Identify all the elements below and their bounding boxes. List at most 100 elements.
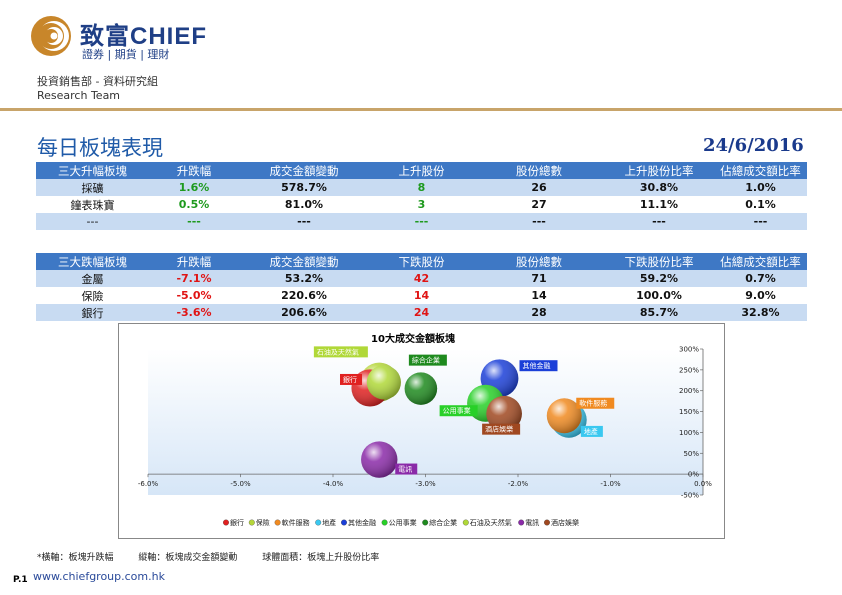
legend-swatch <box>462 519 469 526</box>
total-count-cell: 26 <box>474 179 604 196</box>
change-cell: -5.0% <box>176 289 212 302</box>
bubble-label: 其他金融 <box>523 361 551 370</box>
bubble-label: 電訊 <box>398 465 412 474</box>
up-count-cell: 8 <box>369 179 474 196</box>
turnover-change-cell: 206.6% <box>239 304 369 321</box>
column-header: 下跌股份 <box>369 253 474 270</box>
bubble-highlight <box>546 398 582 434</box>
change-cell: -3.6% <box>149 304 239 321</box>
sector-cell: 鐘表珠寶 <box>70 198 115 212</box>
website-link[interactable]: www.chiefgroup.com.hk <box>33 570 165 583</box>
y-tick-label: -50% <box>681 492 699 500</box>
bubble-label: 石油及天然氣 <box>317 347 359 356</box>
page-title: 每日板塊表現 <box>37 136 163 160</box>
total-count-cell: --- <box>474 213 604 230</box>
bubble-label-box <box>408 354 447 366</box>
chart-title: 10大成交金額板塊 <box>371 332 455 345</box>
change-cell: -7.1% <box>149 270 239 287</box>
change-cell: --- <box>149 213 239 230</box>
sector-cell: 銀行 <box>36 304 149 321</box>
sector-cell: 金屬 <box>36 270 149 287</box>
bubble-label: 酒店娛樂 <box>485 425 513 434</box>
bubble-label-box <box>439 405 478 417</box>
footnote-y-axis: 縱軸：板塊成交金額變動 <box>138 553 238 563</box>
sector-bubble-chart: 10大成交金額板塊 -6.0% -5.0% -4.0% -3.0% -2.0% -1.0%… <box>138 332 712 527</box>
x-tick-label: -5.0% <box>230 480 251 488</box>
turnover-share-cell: --- <box>714 213 807 230</box>
legend-label: 軟件服務 <box>282 518 310 527</box>
bubble-highlight <box>486 395 522 432</box>
bubble-label-box <box>340 373 362 385</box>
down-count-cell: 24 <box>369 304 474 321</box>
chart-legend: 銀行 保險 軟件服務 地產 其他金融 公用事業 綜合企業 石油及天然氣 電訊 酒店娛樂 <box>223 518 579 527</box>
down-count-cell: 42 <box>369 270 474 287</box>
top-gainers-table: 三大升幅板塊 升跌幅 成交金額變動 上升股份 股份總數 上升股份比率 佔總成交額… <box>36 162 807 230</box>
column-header: 三大升幅板塊 <box>36 162 149 179</box>
sector-cell: --- <box>36 213 149 230</box>
table-row: 金屬 -7.1% 53.2% 42 71 59.2% 0.7% <box>36 270 807 287</box>
column-header: 佔總成交額比率 <box>714 253 807 270</box>
legend-label: 電訊 <box>525 518 539 527</box>
x-tick-label: 0.0% <box>694 480 712 488</box>
legend-swatch <box>381 519 388 526</box>
footnote-bubble: 球體面積：板塊上升股份比率 <box>262 553 380 563</box>
team-label: Research Team <box>37 89 121 102</box>
turnover-share-cell: 0.1% <box>745 198 776 211</box>
legend-label: 綜合企業 <box>429 518 457 527</box>
sector-cell: 保險 <box>81 289 104 303</box>
legend-label: 石油及天然氣 <box>470 518 512 527</box>
bubble-label: 公用事業 <box>443 406 471 415</box>
y-tick-label: 0% <box>688 471 699 479</box>
down-count-cell: 14 <box>413 289 430 302</box>
bubble-label: 綜合企業 <box>412 356 440 365</box>
top-losers-table: 三大跌幅板塊 升跌幅 成交金額變動 下跌股份 股份總數 下跌股份比率 佔總成交額… <box>36 253 807 321</box>
x-tick-label: -2.0% <box>508 480 529 488</box>
x-tick-label: -6.0% <box>138 480 159 488</box>
column-header: 成交金額變動 <box>239 253 369 270</box>
header-divider <box>0 108 842 111</box>
bubble-highlight <box>361 441 398 478</box>
up-ratio-cell: --- <box>604 213 714 230</box>
turnover-share-cell: 32.8% <box>714 304 807 321</box>
table-row: 保險 -5.0% 220.6% 14 14 100.0% 9.0% <box>36 287 807 304</box>
legend-swatch <box>248 519 255 526</box>
bubble-label-box <box>313 346 368 358</box>
column-header: 股份總數 <box>474 253 604 270</box>
y-tick-label: 150% <box>679 408 699 416</box>
legend-label: 地產 <box>322 518 336 527</box>
sector-cell: 採礦 <box>36 179 149 196</box>
turnover-share-cell: 1.0% <box>714 179 807 196</box>
column-header: 升跌幅 <box>149 162 239 179</box>
column-header: 三大跌幅板塊 <box>36 253 149 270</box>
turnover-change-cell: 220.6% <box>281 289 327 302</box>
table-row: 銀行 -3.6% 206.6% 24 28 85.7% 32.8% <box>36 304 807 321</box>
legend-swatch <box>422 519 429 526</box>
column-header: 上升股份 <box>369 162 474 179</box>
footnote-x-axis: *橫軸：板塊升跌幅 <box>37 553 114 563</box>
change-cell: 1.6% <box>149 179 239 196</box>
turnover-change-cell: 578.7% <box>239 179 369 196</box>
bubble-label-box <box>580 425 603 437</box>
table-row: --- --- --- --- --- --- --- <box>36 213 807 230</box>
bubble-label-box <box>395 463 418 475</box>
legend-label: 其他金融 <box>348 518 376 527</box>
turnover-share-cell: 0.7% <box>714 270 807 287</box>
legend-swatch <box>274 519 281 526</box>
change-cell: 0.5% <box>178 198 210 211</box>
column-header: 上升股份比率 <box>604 162 714 179</box>
total-count-cell: 28 <box>474 304 604 321</box>
y-tick-label: 50% <box>683 450 699 458</box>
column-header: 佔總成交額比率 <box>714 162 807 179</box>
up-ratio-cell: 11.1% <box>639 198 679 211</box>
bubble-label: 地產 <box>584 427 598 436</box>
legend-swatch <box>544 519 550 526</box>
department-label: 投資銷售部 - 資料研究組 <box>37 75 158 88</box>
page-number: P.1 <box>13 575 28 585</box>
turnover-change-cell: 81.0% <box>284 198 324 211</box>
up-count-cell: --- <box>369 213 474 230</box>
total-count-cell: 27 <box>531 198 547 211</box>
column-header: 成交金額變動 <box>239 162 369 179</box>
y-tick-label: 200% <box>679 387 699 395</box>
bubble-highlight <box>404 372 438 405</box>
